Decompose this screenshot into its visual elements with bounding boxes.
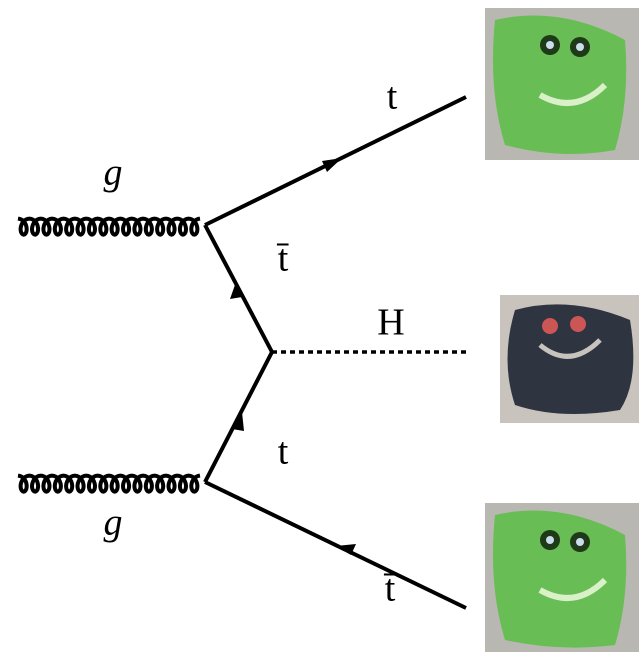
label: t̄ — [384, 568, 396, 610]
arrow — [336, 544, 356, 555]
label: g — [104, 502, 123, 544]
label: t — [278, 431, 289, 473]
arrow — [322, 158, 342, 172]
top-internal-line — [203, 351, 274, 483]
label: g — [104, 152, 123, 194]
label: t — [387, 76, 398, 118]
top-image — [485, 8, 639, 160]
label: t̄ — [277, 238, 289, 280]
arrow — [230, 282, 242, 299]
antitop-line — [204, 480, 467, 610]
label: H — [377, 302, 404, 344]
higgs-image — [500, 295, 639, 423]
gluon-line — [17, 473, 201, 494]
gluon-line — [17, 216, 201, 237]
antitop-image — [485, 503, 639, 652]
arrow — [232, 412, 244, 431]
